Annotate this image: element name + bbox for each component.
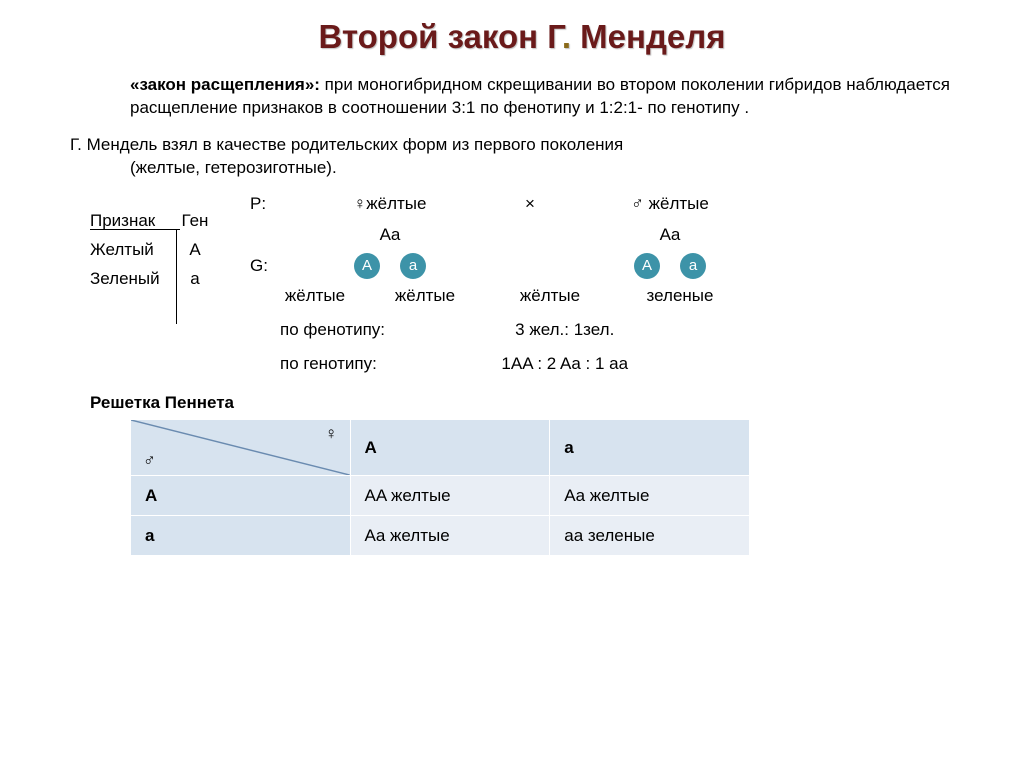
gametes-row: G: Aa Aa xyxy=(250,252,974,281)
page-title: Второй закон Г. Менделя xyxy=(70,18,974,56)
parent-geno-row: Aa Aa xyxy=(250,221,974,250)
punnett-cell: Aa желтые xyxy=(350,516,550,556)
gamete-circle: A xyxy=(634,253,660,279)
gamete-circle: a xyxy=(680,253,706,279)
punnett-col-header: a xyxy=(550,420,750,476)
traits-table: Признак Ген Желтый A Зеленый a xyxy=(90,207,210,294)
punnett-square: ♀ ♂ A a A AA желтые Aa желтые a Aa желты… xyxy=(130,419,750,556)
pheno-ratio: по фенотипу: 3 жел.: 1зел. xyxy=(280,316,974,345)
punnett-cell: Aa желтые xyxy=(550,476,750,516)
punnett-title: Решетка Пеннета xyxy=(90,393,974,413)
punnett-row-header: a xyxy=(131,516,351,556)
cross-scheme: Признак Ген Желтый A Зеленый a P: ♀жёлты… xyxy=(90,190,974,379)
gamete-circle: A xyxy=(354,253,380,279)
parent-pheno-row: P: ♀жёлтые × ♂ жёлтые xyxy=(250,190,974,219)
gamete-circle: a xyxy=(400,253,426,279)
punnett-cell: aa зеленые xyxy=(550,516,750,556)
punnett-corner: ♀ ♂ xyxy=(131,420,351,476)
punnett-row-header: A xyxy=(131,476,351,516)
mendel-note: Г. Мендель взял в качестве родительских … xyxy=(70,134,974,180)
punnett-col-header: A xyxy=(350,420,550,476)
punnett-cell: AA желтые xyxy=(350,476,550,516)
geno-ratio: по генотипу: 1AA : 2 Aa : 1 aa xyxy=(280,350,974,379)
law-name: «закон расщепления»: xyxy=(130,75,325,94)
offspring-row: жёлтые жёлтые жёлтые зеленые xyxy=(260,282,974,311)
law-definition: «закон расщепления»: при моногибридном с… xyxy=(130,74,974,120)
